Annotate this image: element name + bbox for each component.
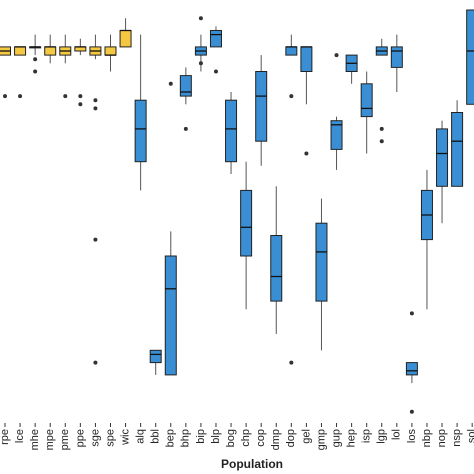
x-tick-label: bip bbox=[195, 429, 207, 444]
x-tick-label: ppe bbox=[74, 429, 86, 447]
outlier bbox=[379, 139, 384, 144]
box bbox=[451, 112, 464, 187]
x-tick-label: nop bbox=[436, 429, 448, 447]
x-tick-label: bep bbox=[165, 429, 177, 447]
box bbox=[149, 349, 162, 364]
box bbox=[179, 75, 192, 97]
box bbox=[104, 46, 117, 56]
outlier bbox=[304, 151, 309, 156]
outlier bbox=[409, 311, 414, 316]
outlier bbox=[93, 360, 98, 365]
outlier bbox=[289, 94, 294, 99]
x-tick-label: isp bbox=[361, 429, 373, 443]
x-tick-label: dop bbox=[285, 429, 297, 447]
x-tick-label: lgp bbox=[376, 429, 388, 444]
x-tick-label: nbp bbox=[421, 429, 433, 447]
box bbox=[240, 189, 253, 257]
x-tick-label: mhe bbox=[29, 429, 41, 450]
outlier bbox=[334, 53, 339, 58]
box bbox=[466, 9, 474, 105]
outlier bbox=[33, 57, 38, 62]
x-axis-title: Population bbox=[221, 457, 283, 471]
outlier bbox=[168, 81, 173, 86]
x-tick-label: mpe bbox=[44, 429, 56, 450]
x-tick-label: bhp bbox=[180, 429, 192, 447]
x-tick-label: bog bbox=[225, 429, 237, 447]
x-tick-label: gmp bbox=[315, 429, 327, 450]
x-tick-label: gel bbox=[300, 429, 312, 444]
x-tick-label: sol bbox=[466, 429, 474, 443]
box bbox=[285, 46, 298, 56]
x-tick-label: lol bbox=[391, 429, 403, 440]
box bbox=[360, 83, 373, 118]
outlier bbox=[379, 126, 384, 131]
x-tick-label: lce bbox=[14, 429, 26, 443]
x-tick-label: chp bbox=[240, 429, 252, 447]
x-tick-label: bbl bbox=[150, 429, 162, 444]
x-tick-label: los bbox=[406, 429, 418, 444]
x-tick-label: hep bbox=[346, 429, 358, 447]
x-tick-label: spe bbox=[104, 429, 116, 447]
box bbox=[255, 71, 268, 142]
x-tick-label: alq bbox=[135, 429, 147, 444]
box bbox=[315, 222, 328, 302]
outlier bbox=[93, 106, 98, 111]
outlier bbox=[78, 102, 83, 107]
x-tick-label: pme bbox=[59, 429, 71, 450]
outlier bbox=[183, 126, 188, 131]
outlier bbox=[33, 69, 38, 74]
box bbox=[225, 99, 238, 163]
outlier bbox=[198, 16, 203, 21]
box bbox=[300, 46, 313, 73]
outlier bbox=[409, 409, 414, 414]
outlier bbox=[198, 61, 203, 66]
box bbox=[14, 46, 27, 56]
box bbox=[270, 235, 283, 302]
box bbox=[164, 255, 177, 376]
outlier bbox=[3, 94, 7, 99]
outlier bbox=[93, 98, 98, 103]
box bbox=[119, 30, 132, 48]
outlier bbox=[78, 94, 83, 99]
outlier bbox=[93, 237, 98, 242]
x-tick-label: rpe bbox=[0, 429, 11, 445]
outlier bbox=[289, 360, 294, 365]
box bbox=[436, 128, 449, 187]
x-tick-label: nsp bbox=[451, 429, 463, 447]
box bbox=[390, 46, 403, 68]
box bbox=[44, 46, 57, 56]
box bbox=[330, 120, 343, 150]
outlier bbox=[18, 94, 23, 99]
x-tick-label: blp bbox=[210, 429, 222, 444]
outlier bbox=[213, 69, 218, 74]
x-tick-label: dmp bbox=[270, 429, 282, 450]
x-tick-label: wic bbox=[119, 429, 131, 446]
outlier bbox=[63, 94, 68, 99]
box bbox=[405, 362, 418, 376]
box bbox=[134, 99, 147, 163]
x-tick-label: sge bbox=[89, 429, 101, 447]
x-tick-label: gup bbox=[330, 429, 342, 447]
box bbox=[209, 30, 222, 48]
x-tick-label: cop bbox=[255, 429, 267, 447]
